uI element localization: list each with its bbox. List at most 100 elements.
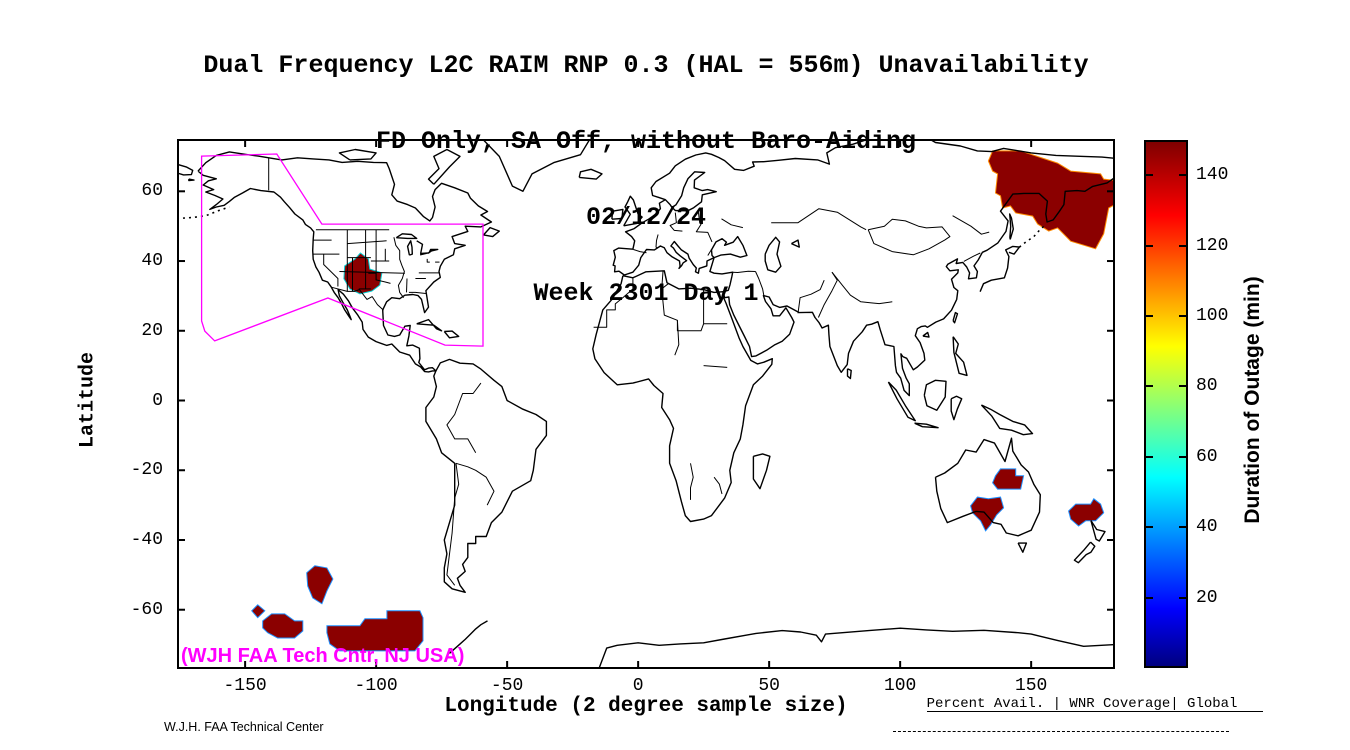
coastline-12 (752, 453, 771, 490)
coastline-20 (979, 245, 1021, 292)
border-42 (655, 234, 659, 249)
y-tick-label--40: -40 (130, 529, 163, 550)
border-44 (695, 212, 713, 243)
outage-region-south-pacific-3 (262, 613, 304, 639)
outage-region-south-pacific-4 (326, 610, 424, 652)
coastline-6 (443, 330, 460, 339)
watermark-text: (WJH FAA Tech Cntr, NJ USA) (181, 645, 465, 667)
coastline-21 (1009, 213, 1014, 240)
coastline-32 (1073, 541, 1096, 564)
stats-table-header: Percent Avail. | WNR Coverage| Global (926, 696, 1263, 712)
coastline-5 (416, 318, 443, 332)
coastline-13 (624, 176, 1115, 397)
coastline-19 (578, 168, 603, 180)
colorbar-tick-mark (1146, 526, 1153, 529)
coastline-0 (197, 151, 493, 373)
x-tick-label-50: 50 (758, 676, 780, 696)
y-tick-label-40: 40 (141, 251, 163, 272)
island-chain-0 (177, 206, 230, 220)
coastline-33 (449, 620, 488, 654)
y-tick-label-20: 20 (141, 320, 163, 341)
coastline-25 (887, 381, 916, 422)
waas-coverage-boundary (200, 153, 484, 347)
colorbar-tick-mark (1146, 315, 1153, 317)
border-46 (707, 249, 712, 256)
colorbar-tick-mark (1146, 596, 1153, 599)
border-34 (831, 271, 893, 305)
coastline-10 (425, 358, 548, 593)
coastline-29 (934, 437, 1041, 537)
border-40 (963, 252, 981, 262)
colorbar-tick-mark (1179, 244, 1186, 247)
border-43 (669, 212, 683, 232)
colorbar-tick-mark (1146, 174, 1153, 177)
x-tick-label--150: -150 (223, 676, 267, 696)
colorbar-tick-label-40: 40 (1196, 517, 1218, 538)
credit-line-1: W.J.H. FAA Technical Center (164, 719, 324, 734)
title-line-3: 02/12/24 (585, 203, 707, 233)
coastline-23 (952, 336, 968, 377)
colorbar-tick-label-120: 120 (1196, 235, 1229, 256)
border-15 (347, 240, 387, 245)
coastline-38 (791, 239, 800, 248)
colorbar-tick-mark (1146, 244, 1153, 247)
coastline-24 (923, 379, 947, 411)
border-14 (339, 271, 405, 274)
colorbar-tick-mark (1179, 526, 1186, 529)
coastline-18 (611, 208, 624, 220)
coastline-15 (650, 139, 871, 201)
border-24 (593, 277, 634, 328)
border-37 (755, 271, 765, 296)
border-35 (817, 271, 838, 318)
coastline-37 (764, 236, 782, 273)
border-22 (406, 278, 408, 293)
x-tick-label--50: -50 (490, 676, 524, 696)
border-48 (455, 462, 495, 506)
border-29 (703, 365, 728, 368)
x-axis-label: Longitude (2 degree sample size) (444, 695, 848, 718)
border-28 (674, 320, 680, 356)
outage-region-tasman-sea (1068, 498, 1105, 527)
border-16 (393, 237, 405, 298)
colorbar-tick-label-140: 140 (1196, 165, 1229, 186)
coastline-11 (592, 270, 773, 523)
border-2 (331, 286, 384, 311)
colorbar-tick-mark (1179, 174, 1186, 177)
coastline-7 (395, 233, 418, 240)
coastline-22 (952, 311, 959, 324)
coastline-31 (1090, 520, 1106, 542)
colorbar-tick-mark (1179, 596, 1186, 599)
island-chain-1 (1018, 223, 1048, 248)
chart-title: Dual Frequency L2C RAIM RNP 0.3 (HAL = 5… (177, 2, 1115, 358)
y-tick-label--60: -60 (130, 599, 163, 620)
y-tick-label--20: -20 (130, 460, 163, 481)
colorbar-tick-mark (1146, 385, 1153, 388)
coastline-17 (623, 195, 643, 227)
coastline-8 (406, 240, 414, 256)
x-tick-label--100: -100 (354, 676, 398, 696)
outage-region-australia-north (992, 468, 1025, 490)
outage-region-south-pacific-1 (306, 565, 334, 605)
colorbar-tick-mark (1146, 455, 1153, 458)
coastline-16 (927, 139, 1115, 159)
coastline-14 (612, 171, 717, 276)
border-31 (713, 476, 723, 495)
border-41 (633, 249, 647, 254)
colorbar (1144, 140, 1188, 668)
axes-box (177, 139, 1115, 669)
border-36 (797, 280, 825, 314)
colorbar-tick-mark (1179, 455, 1186, 458)
title-line-1: Dual Frequency L2C RAIM RNP 0.3 (HAL = 5… (203, 50, 1089, 80)
colorbar-tick-label-20: 20 (1196, 587, 1218, 608)
coastline-35 (177, 163, 194, 176)
border-17 (426, 258, 430, 263)
outage-region-south-pacific-2 (251, 604, 266, 619)
border-27 (703, 288, 728, 325)
coastline-2 (427, 148, 461, 185)
title-line-4: Week 2301 Day 1 (533, 279, 759, 309)
colorbar-tick-label-60: 60 (1196, 446, 1218, 467)
border-33 (867, 218, 951, 256)
coastline-4 (483, 226, 500, 238)
coastline-36 (188, 178, 195, 182)
